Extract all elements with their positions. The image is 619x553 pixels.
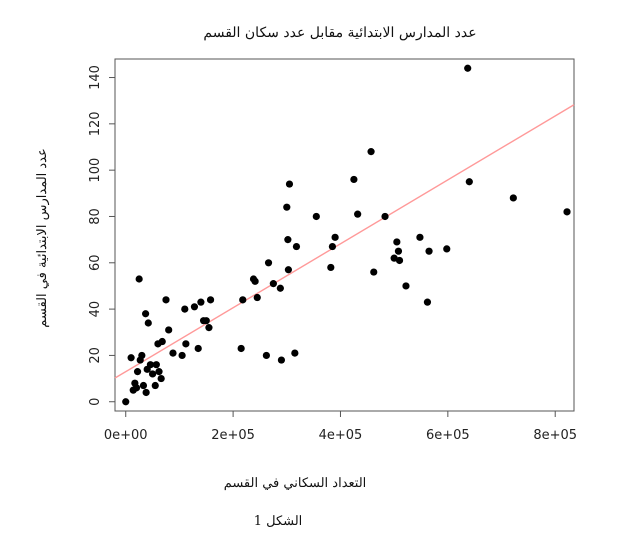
data-point (135, 275, 143, 283)
data-point (194, 344, 202, 353)
y-tick-label: 120 (88, 111, 103, 136)
data-point (206, 296, 215, 304)
y-tick-label: 40 (88, 301, 103, 318)
data-point (283, 203, 291, 211)
data-point (367, 148, 375, 156)
data-point (190, 303, 199, 311)
data-point (563, 208, 571, 216)
data-point (284, 236, 292, 244)
data-point (402, 282, 410, 290)
data-point (394, 247, 403, 255)
y-tick-label: 20 (88, 347, 103, 364)
trend-line-group (114, 104, 575, 379)
data-point (157, 374, 165, 383)
data-point (155, 368, 163, 376)
y-tick-label: 60 (88, 255, 103, 272)
data-point (162, 296, 170, 304)
data-point (146, 361, 155, 369)
data-point (395, 256, 404, 265)
data-point (127, 354, 135, 362)
data-point (239, 296, 247, 304)
data-point (464, 64, 472, 72)
figure-caption: الشكل 1 (254, 514, 303, 529)
data-points (122, 64, 571, 406)
data-point (285, 180, 294, 188)
x-tick-label: 6e+05 (426, 428, 470, 443)
chart-title: عدد المدارس الابتدائية مقابل عدد سكان ال… (203, 25, 476, 41)
y-tick-label: 80 (88, 208, 103, 225)
data-point (122, 398, 130, 406)
plot-frame (114, 58, 575, 412)
data-point (277, 356, 286, 364)
y-tick-label: 140 (88, 65, 103, 90)
x-tick-label: 0e+00 (104, 428, 148, 443)
x-axis: 0e+00 2e+05 4e+05 6e+05 8e+05 (104, 411, 577, 443)
data-point (331, 233, 339, 241)
data-point (291, 349, 299, 357)
data-point (158, 337, 166, 346)
data-point (465, 178, 473, 186)
data-point (152, 361, 160, 369)
data-point (165, 326, 173, 334)
y-axis-title: عدد المدارس الابتدائية في القسم (35, 148, 50, 328)
regression-line (114, 104, 575, 379)
data-point (148, 370, 157, 378)
y-tick-label: 0 (88, 398, 103, 406)
data-point (350, 175, 358, 184)
data-point (142, 388, 150, 397)
data-point (132, 384, 141, 392)
data-point (237, 344, 245, 353)
data-point (142, 310, 150, 318)
x-tick-label: 4e+05 (319, 428, 363, 443)
data-point (262, 351, 270, 360)
data-point (425, 247, 433, 255)
data-point (251, 277, 259, 285)
data-point (139, 381, 148, 390)
data-point (416, 233, 424, 241)
data-point (370, 268, 378, 276)
data-point (144, 319, 152, 327)
data-point (292, 242, 301, 251)
data-point (182, 340, 190, 348)
data-point (276, 284, 284, 292)
data-point (178, 351, 186, 360)
x-axis-title: التعداد السكاني في القسم (224, 476, 367, 491)
data-point (269, 280, 277, 288)
data-point (253, 293, 261, 302)
y-tick-label: 100 (88, 158, 103, 183)
data-point (423, 298, 432, 306)
x-tick-label: 8e+05 (533, 428, 577, 443)
data-point (264, 259, 273, 267)
data-point (138, 351, 146, 360)
data-point (133, 368, 142, 376)
data-point (205, 324, 213, 332)
data-point (284, 266, 292, 274)
data-point (327, 263, 335, 272)
data-point (509, 194, 517, 202)
data-point (169, 349, 177, 357)
data-point (390, 254, 398, 262)
data-point (151, 381, 159, 390)
data-point (202, 317, 210, 325)
data-point (312, 212, 320, 221)
data-point (443, 245, 451, 253)
x-tick-label: 2e+05 (211, 428, 255, 443)
data-point (393, 238, 401, 246)
data-point (381, 212, 389, 221)
data-point (328, 242, 337, 251)
data-point (354, 210, 362, 218)
data-point (197, 298, 205, 306)
y-axis: 0 20 40 60 80 100 120 140 (88, 65, 115, 406)
data-point (181, 305, 189, 313)
